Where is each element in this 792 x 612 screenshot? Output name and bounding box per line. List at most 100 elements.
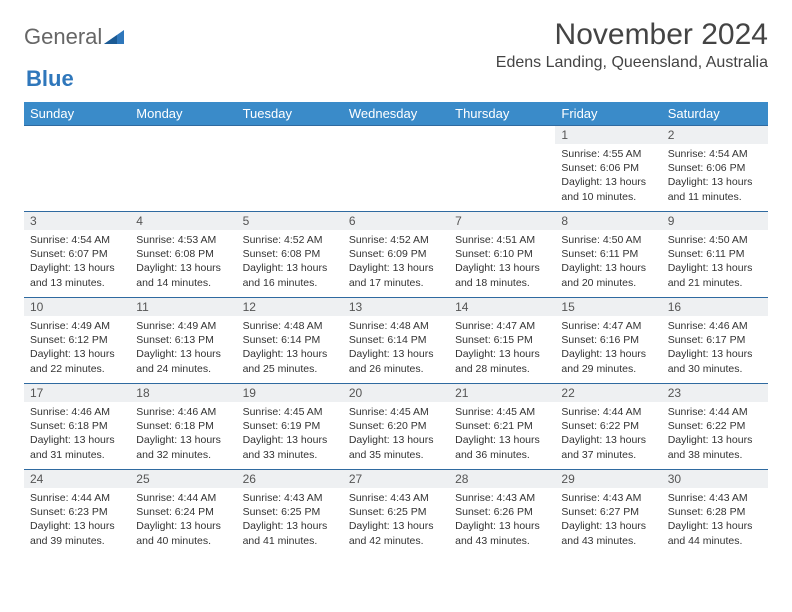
sunrise-text: Sunrise: 4:44 AM: [136, 491, 230, 505]
sunset-text: Sunset: 6:14 PM: [349, 333, 443, 347]
day-number: 21: [449, 384, 555, 402]
sunrise-text: Sunrise: 4:43 AM: [561, 491, 655, 505]
calendar-cell: 28Sunrise: 4:43 AMSunset: 6:26 PMDayligh…: [449, 470, 555, 556]
weekday-header: Thursday: [449, 102, 555, 126]
weekday-header-row: Sunday Monday Tuesday Wednesday Thursday…: [24, 102, 768, 126]
day-number: 23: [662, 384, 768, 402]
calendar-row: 1Sunrise: 4:55 AMSunset: 6:06 PMDaylight…: [24, 126, 768, 212]
calendar-cell: [130, 126, 236, 212]
sunrise-text: Sunrise: 4:46 AM: [136, 405, 230, 419]
sunrise-text: Sunrise: 4:55 AM: [561, 147, 655, 161]
day-number: 8: [555, 212, 661, 230]
sunset-text: Sunset: 6:11 PM: [668, 247, 762, 261]
calendar-cell: 2Sunrise: 4:54 AMSunset: 6:06 PMDaylight…: [662, 126, 768, 212]
day-details: Sunrise: 4:47 AMSunset: 6:15 PMDaylight:…: [449, 316, 555, 380]
calendar-cell: [24, 126, 130, 212]
day-details: Sunrise: 4:51 AMSunset: 6:10 PMDaylight:…: [449, 230, 555, 294]
calendar-cell: 27Sunrise: 4:43 AMSunset: 6:25 PMDayligh…: [343, 470, 449, 556]
sunrise-text: Sunrise: 4:53 AM: [136, 233, 230, 247]
day-details: Sunrise: 4:44 AMSunset: 6:22 PMDaylight:…: [662, 402, 768, 466]
weekday-header: Friday: [555, 102, 661, 126]
sunrise-text: Sunrise: 4:47 AM: [455, 319, 549, 333]
sunrise-text: Sunrise: 4:46 AM: [30, 405, 124, 419]
sunrise-text: Sunrise: 4:43 AM: [349, 491, 443, 505]
day-details: Sunrise: 4:46 AMSunset: 6:17 PMDaylight:…: [662, 316, 768, 380]
sunrise-text: Sunrise: 4:54 AM: [668, 147, 762, 161]
sunset-text: Sunset: 6:13 PM: [136, 333, 230, 347]
calendar-cell: 12Sunrise: 4:48 AMSunset: 6:14 PMDayligh…: [237, 298, 343, 384]
weekday-header: Tuesday: [237, 102, 343, 126]
weekday-header: Saturday: [662, 102, 768, 126]
sunset-text: Sunset: 6:11 PM: [561, 247, 655, 261]
daylight-text: Daylight: 13 hours and 24 minutes.: [136, 347, 230, 375]
daylight-text: Daylight: 13 hours and 10 minutes.: [561, 175, 655, 203]
day-details: Sunrise: 4:46 AMSunset: 6:18 PMDaylight:…: [24, 402, 130, 466]
day-details: Sunrise: 4:52 AMSunset: 6:09 PMDaylight:…: [343, 230, 449, 294]
daylight-text: Daylight: 13 hours and 39 minutes.: [30, 519, 124, 547]
daylight-text: Daylight: 13 hours and 35 minutes.: [349, 433, 443, 461]
calendar-cell: 6Sunrise: 4:52 AMSunset: 6:09 PMDaylight…: [343, 212, 449, 298]
sunset-text: Sunset: 6:27 PM: [561, 505, 655, 519]
daylight-text: Daylight: 13 hours and 14 minutes.: [136, 261, 230, 289]
day-details: Sunrise: 4:43 AMSunset: 6:25 PMDaylight:…: [237, 488, 343, 552]
brand-triangle-icon: [104, 28, 126, 46]
day-details: Sunrise: 4:43 AMSunset: 6:27 PMDaylight:…: [555, 488, 661, 552]
sunrise-text: Sunrise: 4:43 AM: [243, 491, 337, 505]
day-details: Sunrise: 4:44 AMSunset: 6:24 PMDaylight:…: [130, 488, 236, 552]
daylight-text: Daylight: 13 hours and 33 minutes.: [243, 433, 337, 461]
sunset-text: Sunset: 6:08 PM: [243, 247, 337, 261]
daylight-text: Daylight: 13 hours and 20 minutes.: [561, 261, 655, 289]
calendar-cell: 29Sunrise: 4:43 AMSunset: 6:27 PMDayligh…: [555, 470, 661, 556]
sunset-text: Sunset: 6:14 PM: [243, 333, 337, 347]
sunset-text: Sunset: 6:28 PM: [668, 505, 762, 519]
sunset-text: Sunset: 6:09 PM: [349, 247, 443, 261]
day-number: 28: [449, 470, 555, 488]
sunset-text: Sunset: 6:08 PM: [136, 247, 230, 261]
day-details: Sunrise: 4:50 AMSunset: 6:11 PMDaylight:…: [555, 230, 661, 294]
sunset-text: Sunset: 6:12 PM: [30, 333, 124, 347]
day-number: 11: [130, 298, 236, 316]
calendar-cell: 30Sunrise: 4:43 AMSunset: 6:28 PMDayligh…: [662, 470, 768, 556]
calendar-cell: 5Sunrise: 4:52 AMSunset: 6:08 PMDaylight…: [237, 212, 343, 298]
sunset-text: Sunset: 6:20 PM: [349, 419, 443, 433]
daylight-text: Daylight: 13 hours and 38 minutes.: [668, 433, 762, 461]
sunset-text: Sunset: 6:25 PM: [243, 505, 337, 519]
daylight-text: Daylight: 13 hours and 16 minutes.: [243, 261, 337, 289]
day-number: 25: [130, 470, 236, 488]
day-number: 26: [237, 470, 343, 488]
sunset-text: Sunset: 6:24 PM: [136, 505, 230, 519]
daylight-text: Daylight: 13 hours and 11 minutes.: [668, 175, 762, 203]
calendar-cell: [237, 126, 343, 212]
sunrise-text: Sunrise: 4:49 AM: [136, 319, 230, 333]
calendar-cell: [343, 126, 449, 212]
sunrise-text: Sunrise: 4:43 AM: [455, 491, 549, 505]
sunrise-text: Sunrise: 4:44 AM: [30, 491, 124, 505]
day-details: Sunrise: 4:47 AMSunset: 6:16 PMDaylight:…: [555, 316, 661, 380]
day-number: 9: [662, 212, 768, 230]
day-number: 16: [662, 298, 768, 316]
sunset-text: Sunset: 6:19 PM: [243, 419, 337, 433]
sunrise-text: Sunrise: 4:48 AM: [349, 319, 443, 333]
day-number: 15: [555, 298, 661, 316]
sunset-text: Sunset: 6:22 PM: [561, 419, 655, 433]
day-number: 14: [449, 298, 555, 316]
day-details: Sunrise: 4:43 AMSunset: 6:26 PMDaylight:…: [449, 488, 555, 552]
day-details: Sunrise: 4:43 AMSunset: 6:25 PMDaylight:…: [343, 488, 449, 552]
day-details: Sunrise: 4:48 AMSunset: 6:14 PMDaylight:…: [343, 316, 449, 380]
sunset-text: Sunset: 6:17 PM: [668, 333, 762, 347]
sunset-text: Sunset: 6:06 PM: [561, 161, 655, 175]
calendar-cell: 24Sunrise: 4:44 AMSunset: 6:23 PMDayligh…: [24, 470, 130, 556]
day-number: 24: [24, 470, 130, 488]
calendar-row: 24Sunrise: 4:44 AMSunset: 6:23 PMDayligh…: [24, 470, 768, 556]
day-number: 12: [237, 298, 343, 316]
daylight-text: Daylight: 13 hours and 13 minutes.: [30, 261, 124, 289]
sunrise-text: Sunrise: 4:45 AM: [455, 405, 549, 419]
calendar-cell: 21Sunrise: 4:45 AMSunset: 6:21 PMDayligh…: [449, 384, 555, 470]
sunrise-text: Sunrise: 4:50 AM: [561, 233, 655, 247]
day-number: 10: [24, 298, 130, 316]
day-number: 2: [662, 126, 768, 144]
day-details: Sunrise: 4:55 AMSunset: 6:06 PMDaylight:…: [555, 144, 661, 208]
daylight-text: Daylight: 13 hours and 37 minutes.: [561, 433, 655, 461]
calendar-cell: 26Sunrise: 4:43 AMSunset: 6:25 PMDayligh…: [237, 470, 343, 556]
daylight-text: Daylight: 13 hours and 22 minutes.: [30, 347, 124, 375]
